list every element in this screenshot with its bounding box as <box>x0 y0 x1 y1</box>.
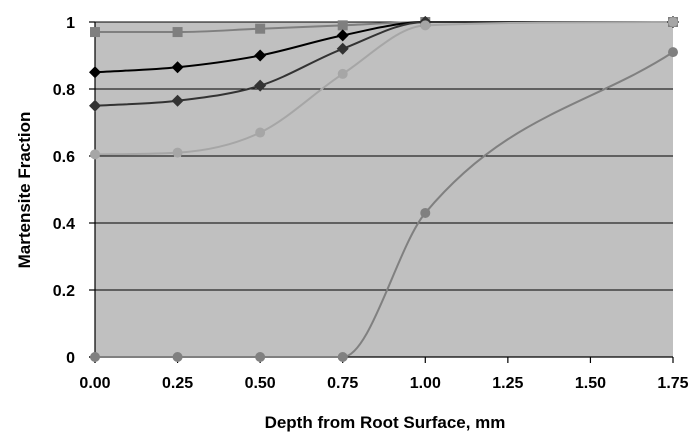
series-1-point-3 <box>336 29 349 42</box>
x-tick-label-6: 1.50 <box>575 375 606 392</box>
series-3-point-4 <box>420 20 431 31</box>
series-2-point-3 <box>336 42 349 55</box>
series-4-point-3 <box>337 352 348 362</box>
x-tick-label-2: 0.50 <box>245 375 276 392</box>
y-axis-title: Martensite Fraction <box>15 112 34 269</box>
series-3-point-2 <box>255 127 266 138</box>
series-3-point-1 <box>172 147 183 158</box>
series-1-point-0 <box>89 66 101 79</box>
series-4-point-1 <box>172 352 183 362</box>
series-0-point-2 <box>255 23 266 34</box>
series-2-point-0 <box>89 99 101 112</box>
series-3-point-5 <box>668 17 678 27</box>
series-0-point-0 <box>90 27 100 38</box>
x-tick-label-1: 0.25 <box>162 375 193 392</box>
x-tick-label-0: 0.00 <box>79 375 110 392</box>
series-0-point-1 <box>172 27 183 38</box>
series-4-point-2 <box>255 352 266 362</box>
series-2-point-1 <box>171 94 184 107</box>
x-tick-label-3: 0.75 <box>327 375 358 392</box>
series-3-point-0 <box>90 149 100 160</box>
y-tick-label-2: 0.4 <box>53 216 75 233</box>
series-4-point-4 <box>420 207 431 218</box>
series-1-point-2 <box>254 49 267 62</box>
x-tick-label-5: 1.25 <box>492 375 523 392</box>
y-tick-label-4: 0.8 <box>53 82 75 99</box>
series-0-point-3 <box>337 20 348 31</box>
y-tick-label-1: 0.2 <box>53 283 75 300</box>
series-4-point-5 <box>668 47 678 58</box>
series-4-point-0 <box>90 352 100 362</box>
series-3-point-3 <box>337 68 348 79</box>
x-tick-label-7: 1.75 <box>657 375 688 392</box>
y-tick-label-5: 1 <box>66 15 75 32</box>
series-2-point-2 <box>254 79 267 92</box>
series-1-point-1 <box>171 61 184 74</box>
plot-area <box>95 22 673 357</box>
x-axis-title: Depth from Root Surface, mm <box>265 413 506 432</box>
y-tick-label-0: 0 <box>66 350 75 367</box>
x-tick-label-4: 1.00 <box>410 375 441 392</box>
y-tick-label-3: 0.6 <box>53 149 75 166</box>
